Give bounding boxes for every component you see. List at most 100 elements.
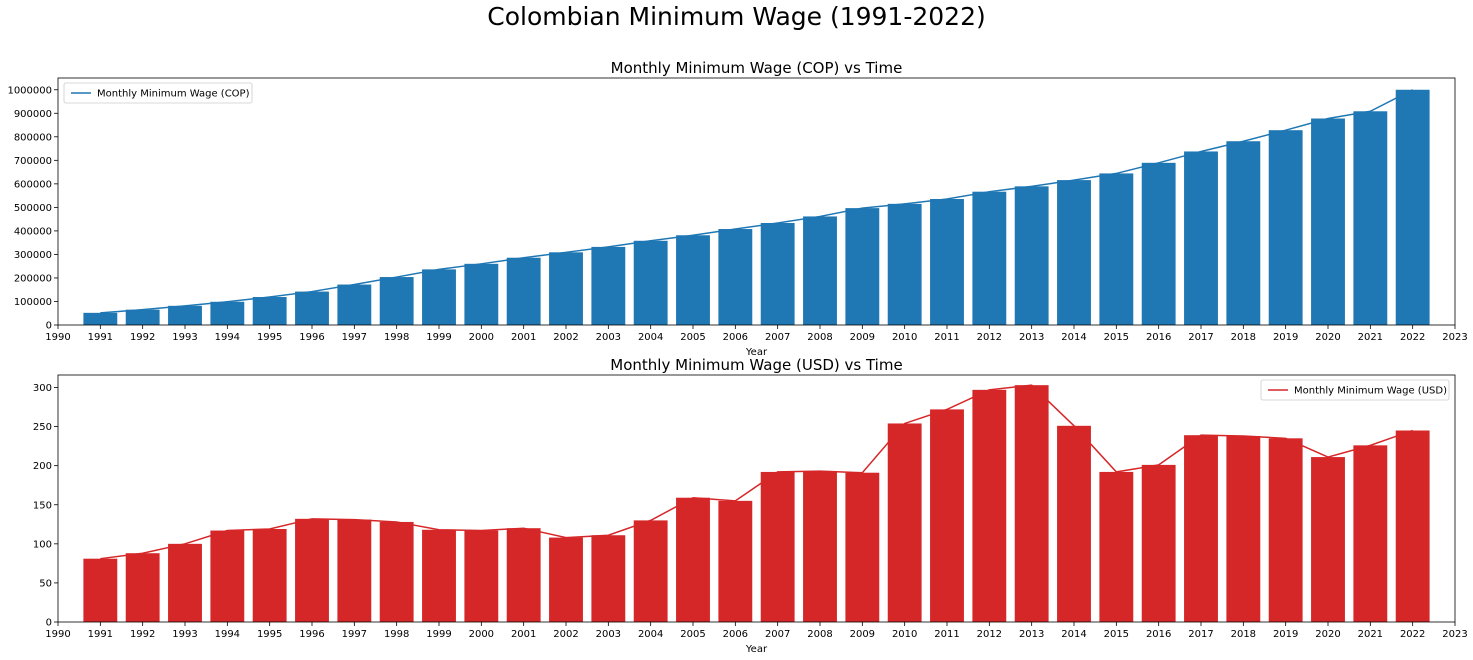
- x-tick-label: 2022: [1400, 629, 1425, 640]
- x-tick-label: 2021: [1358, 332, 1383, 343]
- bar-1998: [379, 521, 414, 622]
- bar-2015: [1099, 471, 1134, 622]
- bar-2019: [1268, 130, 1303, 325]
- legend: Monthly Minimum Wage (COP): [63, 82, 253, 104]
- y-tick-label: 50: [39, 578, 52, 589]
- bar-2006: [718, 500, 753, 622]
- bar-2016: [1141, 464, 1176, 622]
- bar-2021: [1353, 111, 1388, 325]
- x-tick-label: 2021: [1358, 629, 1383, 640]
- bar-2014: [1057, 180, 1091, 325]
- chart-title: Monthly Minimum Wage (USD) vs Time: [610, 356, 902, 374]
- x-tick-label: 1991: [88, 332, 113, 343]
- x-tick-label: 2018: [1231, 629, 1256, 640]
- x-tick-label: 2023: [1442, 332, 1467, 343]
- x-tick-label: 2010: [892, 332, 917, 343]
- x-tick-label: 1998: [384, 629, 409, 640]
- bar-1994: [210, 530, 245, 622]
- bar-2014: [1057, 425, 1091, 622]
- bar-1995: [252, 297, 287, 325]
- x-tick-label: 2016: [1146, 629, 1171, 640]
- x-tick-label: 2020: [1315, 332, 1340, 343]
- x-tick-label: 2000: [469, 629, 494, 640]
- x-tick-label: 1996: [299, 332, 324, 343]
- x-tick-label: 1990: [45, 629, 70, 640]
- x-tick-label: 2011: [934, 332, 959, 343]
- bar-2022: [1395, 89, 1430, 325]
- y-tick-label: 400000: [14, 226, 52, 237]
- bar-2000: [464, 530, 499, 622]
- legend-box: [63, 82, 253, 104]
- x-tick-label: 2008: [807, 332, 832, 343]
- x-tick-label: 2004: [638, 332, 663, 343]
- figure-title: Colombian Minimum Wage (1991-2022): [487, 2, 986, 31]
- x-tick-label: 2011: [934, 629, 959, 640]
- bar-2013: [1014, 385, 1049, 622]
- bar-1991: [83, 558, 118, 622]
- x-tick-label: 2010: [892, 629, 917, 640]
- bar-2000: [464, 263, 499, 325]
- bar-1997: [337, 519, 372, 622]
- x-tick-label: 2002: [553, 332, 578, 343]
- bar-1992: [125, 309, 160, 325]
- x-tick-label: 1994: [215, 629, 240, 640]
- x-tick-label: 2009: [850, 332, 875, 343]
- x-tick-label: 2020: [1315, 629, 1340, 640]
- y-tick-label: 1000000: [7, 85, 52, 96]
- x-tick-label: 2015: [1104, 332, 1129, 343]
- y-tick-label: 250: [33, 422, 52, 433]
- x-tick-label: 1998: [384, 332, 409, 343]
- x-tick-label: 2001: [511, 332, 536, 343]
- bar-2004: [633, 240, 668, 325]
- bar-1995: [252, 528, 287, 622]
- x-tick-label: 1996: [299, 629, 324, 640]
- axes-frame: [57, 77, 1456, 326]
- y-tick-label: 900000: [14, 109, 52, 120]
- x-tick-label: 1995: [257, 629, 282, 640]
- bar-2020: [1311, 118, 1345, 325]
- x-tick-label: 2002: [553, 629, 578, 640]
- x-axis-label: Year: [745, 644, 768, 655]
- x-tick-label: 2004: [638, 629, 663, 640]
- x-tick-label: 2014: [1061, 332, 1086, 343]
- x-tick-label: 2012: [977, 332, 1002, 343]
- bar-2007: [760, 471, 795, 622]
- x-tick-label: 2015: [1104, 629, 1129, 640]
- x-tick-label: 2014: [1061, 629, 1086, 640]
- x-tick-label: 1997: [342, 332, 367, 343]
- bar-2016: [1141, 162, 1176, 325]
- x-tick-label: 2013: [1019, 629, 1044, 640]
- bar-2003: [591, 535, 626, 622]
- bar-2012: [972, 389, 1007, 622]
- x-tick-label: 2008: [807, 629, 832, 640]
- y-tick-label: 600000: [14, 179, 52, 190]
- x-tick-label: 2017: [1188, 629, 1213, 640]
- x-tick-label: 2019: [1273, 629, 1298, 640]
- bar-2013: [1014, 186, 1049, 325]
- y-tick-label: 100: [33, 539, 52, 550]
- bar-1999: [422, 529, 456, 622]
- y-tick-label: 150: [33, 500, 52, 511]
- bar-2022: [1395, 430, 1430, 622]
- x-tick-label: 1990: [45, 332, 70, 343]
- x-tick-label: 2007: [765, 332, 790, 343]
- series-line: [100, 384, 1413, 560]
- bar-1996: [295, 518, 329, 622]
- legend-box: [1260, 379, 1450, 401]
- y-tick-label: 800000: [14, 132, 52, 143]
- x-tick-label: 1994: [215, 332, 240, 343]
- series-line: [100, 89, 1414, 314]
- chart-cop: Monthly Minimum Wage (COP) vs Time 1990 19…: [7, 59, 1467, 358]
- bar-2015: [1099, 173, 1134, 325]
- x-tick-label: 2009: [850, 629, 875, 640]
- chart-usd: Monthly Minimum Wage (USD) vs Time 1990 19…: [33, 356, 1468, 655]
- bar-2009: [845, 472, 880, 622]
- x-tick-label: 2005: [680, 332, 705, 343]
- x-tick-label: 2019: [1273, 332, 1298, 343]
- x-tick-label: 2007: [765, 629, 790, 640]
- bar-2010: [887, 203, 922, 325]
- bar-2002: [549, 537, 583, 622]
- x-tick-label: 2012: [977, 629, 1002, 640]
- y-tick-label: 300000: [14, 250, 52, 261]
- bar-2006: [718, 229, 753, 325]
